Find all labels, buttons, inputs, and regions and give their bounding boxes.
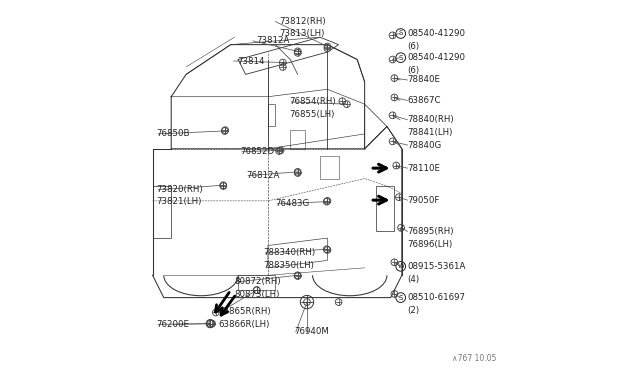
Text: 08510-61697: 08510-61697 bbox=[408, 293, 465, 302]
Text: 73812(RH): 73812(RH) bbox=[279, 17, 326, 26]
Text: 08540-41290: 08540-41290 bbox=[408, 29, 465, 38]
Text: S: S bbox=[399, 31, 403, 36]
Text: S: S bbox=[399, 55, 403, 61]
Text: (6): (6) bbox=[408, 66, 420, 75]
Text: 76812A: 76812A bbox=[246, 171, 280, 180]
Text: 76483G: 76483G bbox=[275, 199, 310, 208]
Text: 76200E: 76200E bbox=[156, 320, 189, 329]
Text: 73814: 73814 bbox=[237, 57, 265, 65]
Text: W: W bbox=[397, 263, 404, 269]
Text: 63865R(RH): 63865R(RH) bbox=[219, 307, 271, 316]
Text: 76896(LH): 76896(LH) bbox=[408, 240, 452, 249]
Text: 73820(RH): 73820(RH) bbox=[156, 185, 203, 194]
Bar bbox=[238, 275, 275, 290]
Text: 80873(LH): 80873(LH) bbox=[234, 290, 280, 299]
Text: (4): (4) bbox=[408, 275, 420, 284]
Text: 76895(RH): 76895(RH) bbox=[408, 227, 454, 236]
Text: 76855(LH): 76855(LH) bbox=[289, 110, 335, 119]
Text: 79050F: 79050F bbox=[408, 196, 440, 205]
Bar bbox=[268, 104, 275, 126]
Text: (2): (2) bbox=[408, 306, 420, 315]
Text: S: S bbox=[399, 295, 403, 301]
Text: 788350(LH): 788350(LH) bbox=[264, 261, 314, 270]
Text: 08915-5361A: 08915-5361A bbox=[408, 262, 466, 271]
Text: (6): (6) bbox=[408, 42, 420, 51]
Text: 78110E: 78110E bbox=[408, 164, 440, 173]
Text: 73821(LH): 73821(LH) bbox=[156, 198, 202, 206]
Bar bbox=[152, 186, 172, 238]
Text: 73813(LH): 73813(LH) bbox=[279, 29, 324, 38]
Text: 78840(RH): 78840(RH) bbox=[408, 115, 454, 124]
Text: 76940M: 76940M bbox=[294, 327, 329, 336]
Text: 78840E: 78840E bbox=[408, 76, 440, 84]
Text: 73812A: 73812A bbox=[257, 36, 290, 45]
Text: ∧767 10.05: ∧767 10.05 bbox=[452, 354, 497, 363]
Bar bbox=[320, 156, 339, 179]
Text: 76850B: 76850B bbox=[156, 129, 190, 138]
Text: 76852D: 76852D bbox=[240, 147, 274, 156]
Text: 78840G: 78840G bbox=[408, 141, 442, 150]
Text: 788340(RH): 788340(RH) bbox=[264, 248, 316, 257]
Text: 63866R(LH): 63866R(LH) bbox=[219, 320, 270, 328]
Text: 08540-41290: 08540-41290 bbox=[408, 53, 465, 62]
Text: 78841(LH): 78841(LH) bbox=[408, 128, 452, 137]
Text: 80872(RH): 80872(RH) bbox=[234, 278, 281, 286]
Bar bbox=[291, 130, 305, 149]
Bar bbox=[376, 186, 394, 231]
Text: 76854(RH): 76854(RH) bbox=[289, 97, 336, 106]
Text: 63867C: 63867C bbox=[408, 96, 441, 105]
